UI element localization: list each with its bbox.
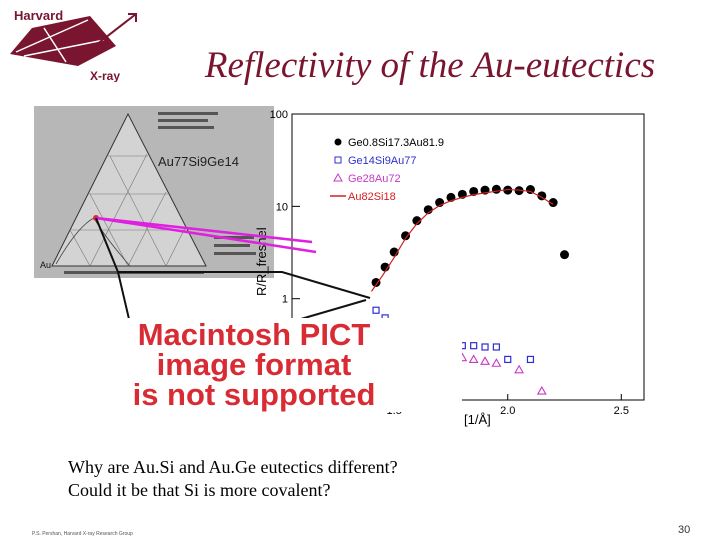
data-point-square (492, 343, 500, 351)
harvard-xray-logo: Harvard X-ray (10, 8, 137, 82)
notice-line: Macintosh PICT (137, 317, 371, 352)
slide-title: Reflectivity of the Au-eutectics (204, 45, 656, 86)
legend-marker (334, 138, 342, 146)
data-point-triangle (514, 364, 525, 374)
data-point-square (526, 355, 535, 364)
data-point-triangle (480, 356, 490, 365)
data-point-circle (371, 277, 381, 287)
notice-line: is not supported (132, 377, 376, 412)
legend-label: Ge0.8Si17.3Au81.9 (348, 137, 444, 149)
data-point-circle (412, 216, 422, 226)
data-point-circle (548, 198, 558, 208)
ternary-corner-label: Au (40, 260, 51, 270)
data-point-circle (560, 250, 570, 260)
legend-label: Au82Si18 (348, 191, 396, 203)
data-point-square (504, 355, 512, 364)
y-tick-label: 10 (276, 201, 288, 213)
data-point-square (470, 342, 478, 350)
y-tick-label: 100 (270, 109, 288, 121)
ternary-phase-diagram: Au77Si9Ge14 Au (34, 106, 274, 278)
page-number: 30 (678, 524, 691, 536)
logo-bottom-text: X-ray (90, 69, 120, 82)
data-point-circle (537, 191, 547, 201)
question-text: Why are Au.Si and Au.Ge eutectics differ… (68, 456, 398, 502)
legend-label: Ge14Si9Au77 (348, 155, 417, 167)
logo-top-text: Harvard (14, 8, 63, 23)
y-tick-label: 1 (282, 294, 288, 306)
data-point-triangle (468, 354, 479, 363)
ternary-composition-label: Au77Si9Ge14 (158, 154, 239, 169)
data-point-circle (525, 185, 535, 195)
data-point-square (481, 343, 489, 351)
legend-marker (334, 156, 342, 164)
data-point-circle (401, 231, 411, 241)
series-line-au82si18 (370, 188, 554, 292)
pict-unsupported-notice: Macintosh PICT image format is not suppo… (46, 317, 462, 412)
pict-placeholder-box (46, 318, 462, 412)
data-point-triangle (536, 385, 547, 395)
notice-line: image format (156, 347, 352, 382)
question-line: Why are Au.Si and Au.Ge eutectics differ… (68, 457, 398, 477)
data-point-triangle (491, 358, 502, 367)
data-point-circle (491, 184, 501, 194)
x-tick-label: 2.0 (500, 405, 515, 417)
data-point-circle (380, 262, 390, 272)
legend-marker (333, 172, 343, 182)
legend-label: Ge28Au72 (348, 173, 401, 185)
x-tick-label: 2.5 (614, 405, 629, 417)
ternary-composition-point (93, 215, 99, 221)
logo-arrow-icon (73, 13, 137, 63)
x-axis-label: [1/Å] (464, 412, 491, 427)
footer-credit: P.S. Pershan, Harvard X-ray Research Gro… (32, 531, 133, 537)
y-axis-label: R/R_fresnel (254, 227, 269, 296)
question-line: Could it be that Si is more covalent? (68, 480, 331, 500)
data-point-square (372, 306, 380, 314)
